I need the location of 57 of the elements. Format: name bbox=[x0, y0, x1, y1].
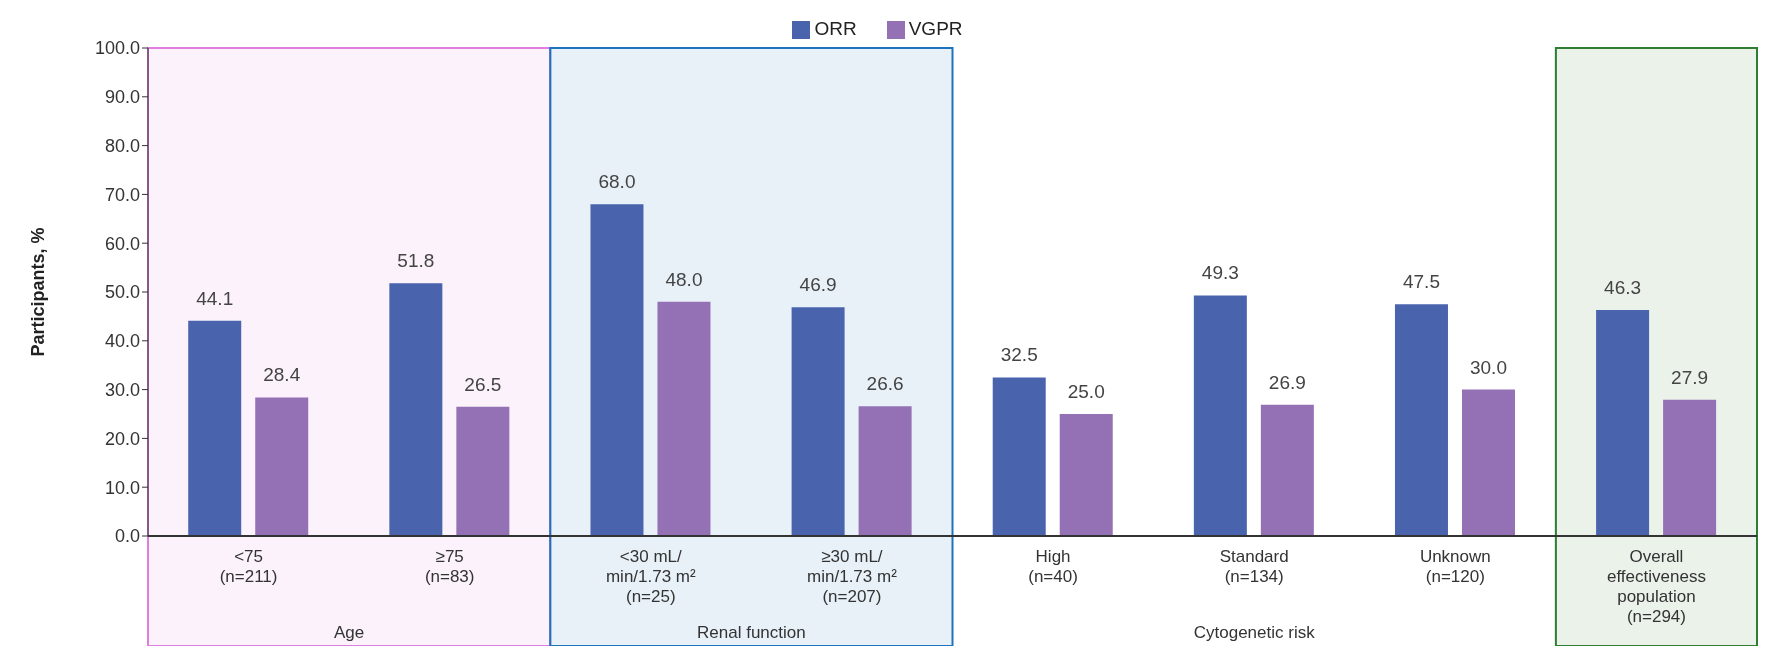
y-tick-label: 30.0 bbox=[104, 379, 140, 400]
bar bbox=[1461, 389, 1515, 536]
band-label: Renal function bbox=[697, 623, 806, 642]
bar bbox=[858, 406, 912, 536]
data-label: 68.0 bbox=[598, 171, 636, 193]
x-tick-label: High (n=40) bbox=[1028, 547, 1078, 586]
data-label: 30.0 bbox=[1469, 356, 1507, 378]
bar bbox=[188, 320, 242, 536]
x-tick-label: <75 (n=211) bbox=[219, 547, 278, 586]
text: Cytogenetic risk bbox=[1193, 623, 1316, 642]
data-label: 48.0 bbox=[665, 268, 703, 290]
x-tick-label: Overall effectiveness population (n=294) bbox=[1606, 547, 1706, 626]
y-tick-label: 70.0 bbox=[104, 184, 140, 205]
y-tick-label: 50.0 bbox=[104, 282, 140, 303]
bar bbox=[657, 301, 711, 536]
data-label: 47.5 bbox=[1402, 271, 1440, 293]
legend-label: ORR bbox=[814, 18, 857, 39]
x-tick-label: ≥75 (n=83) bbox=[424, 547, 475, 586]
bar bbox=[1193, 295, 1247, 536]
data-label: 46.9 bbox=[799, 274, 837, 296]
band-label: Age bbox=[334, 623, 365, 642]
x-tick-label: Unknown (n=120) bbox=[1419, 547, 1491, 586]
data-label: 32.5 bbox=[1000, 344, 1038, 366]
y-tick-label: 60.0 bbox=[104, 233, 140, 254]
bar bbox=[389, 283, 443, 536]
data-label: 26.5 bbox=[464, 373, 502, 395]
data-label: 49.3 bbox=[1201, 262, 1239, 284]
y-tick-label: 40.0 bbox=[104, 331, 140, 352]
x-tick-label: Standard (n=134) bbox=[1219, 547, 1289, 586]
bar bbox=[1663, 399, 1717, 536]
bar bbox=[992, 377, 1046, 536]
data-label: 28.4 bbox=[263, 364, 301, 386]
bar bbox=[791, 307, 845, 536]
bar bbox=[456, 406, 510, 536]
data-label: 27.9 bbox=[1671, 366, 1709, 388]
y-tick-label: 0.0 bbox=[114, 526, 140, 547]
bar bbox=[1394, 304, 1448, 536]
data-label: 25.0 bbox=[1067, 381, 1105, 402]
y-axis-title: Participants, % bbox=[28, 227, 49, 357]
x-tick-label: <30 mL/ min/1.73 m² (n=25) bbox=[605, 547, 697, 606]
y-tick-label: 90.0 bbox=[104, 87, 140, 108]
data-label: 44.1 bbox=[196, 287, 234, 309]
data-label: 26.6 bbox=[866, 373, 904, 395]
y-tick-label: 20.0 bbox=[104, 428, 140, 449]
y-tick-label: 80.0 bbox=[104, 135, 140, 156]
bar bbox=[1059, 414, 1113, 536]
legend-label: VGPR bbox=[908, 18, 963, 39]
bar bbox=[1596, 310, 1650, 536]
bar bbox=[590, 204, 644, 536]
x-tick-label: ≥30 mL/ min/1.73 m² (n=207) bbox=[807, 547, 898, 606]
y-tick-label: 10.0 bbox=[104, 477, 140, 498]
data-label: 26.9 bbox=[1268, 371, 1306, 393]
data-label: 51.8 bbox=[397, 250, 435, 272]
data-label: 46.3 bbox=[1604, 277, 1642, 299]
y-tick-label: 100.0 bbox=[94, 38, 140, 59]
bar bbox=[1260, 404, 1314, 536]
bar bbox=[255, 397, 309, 536]
